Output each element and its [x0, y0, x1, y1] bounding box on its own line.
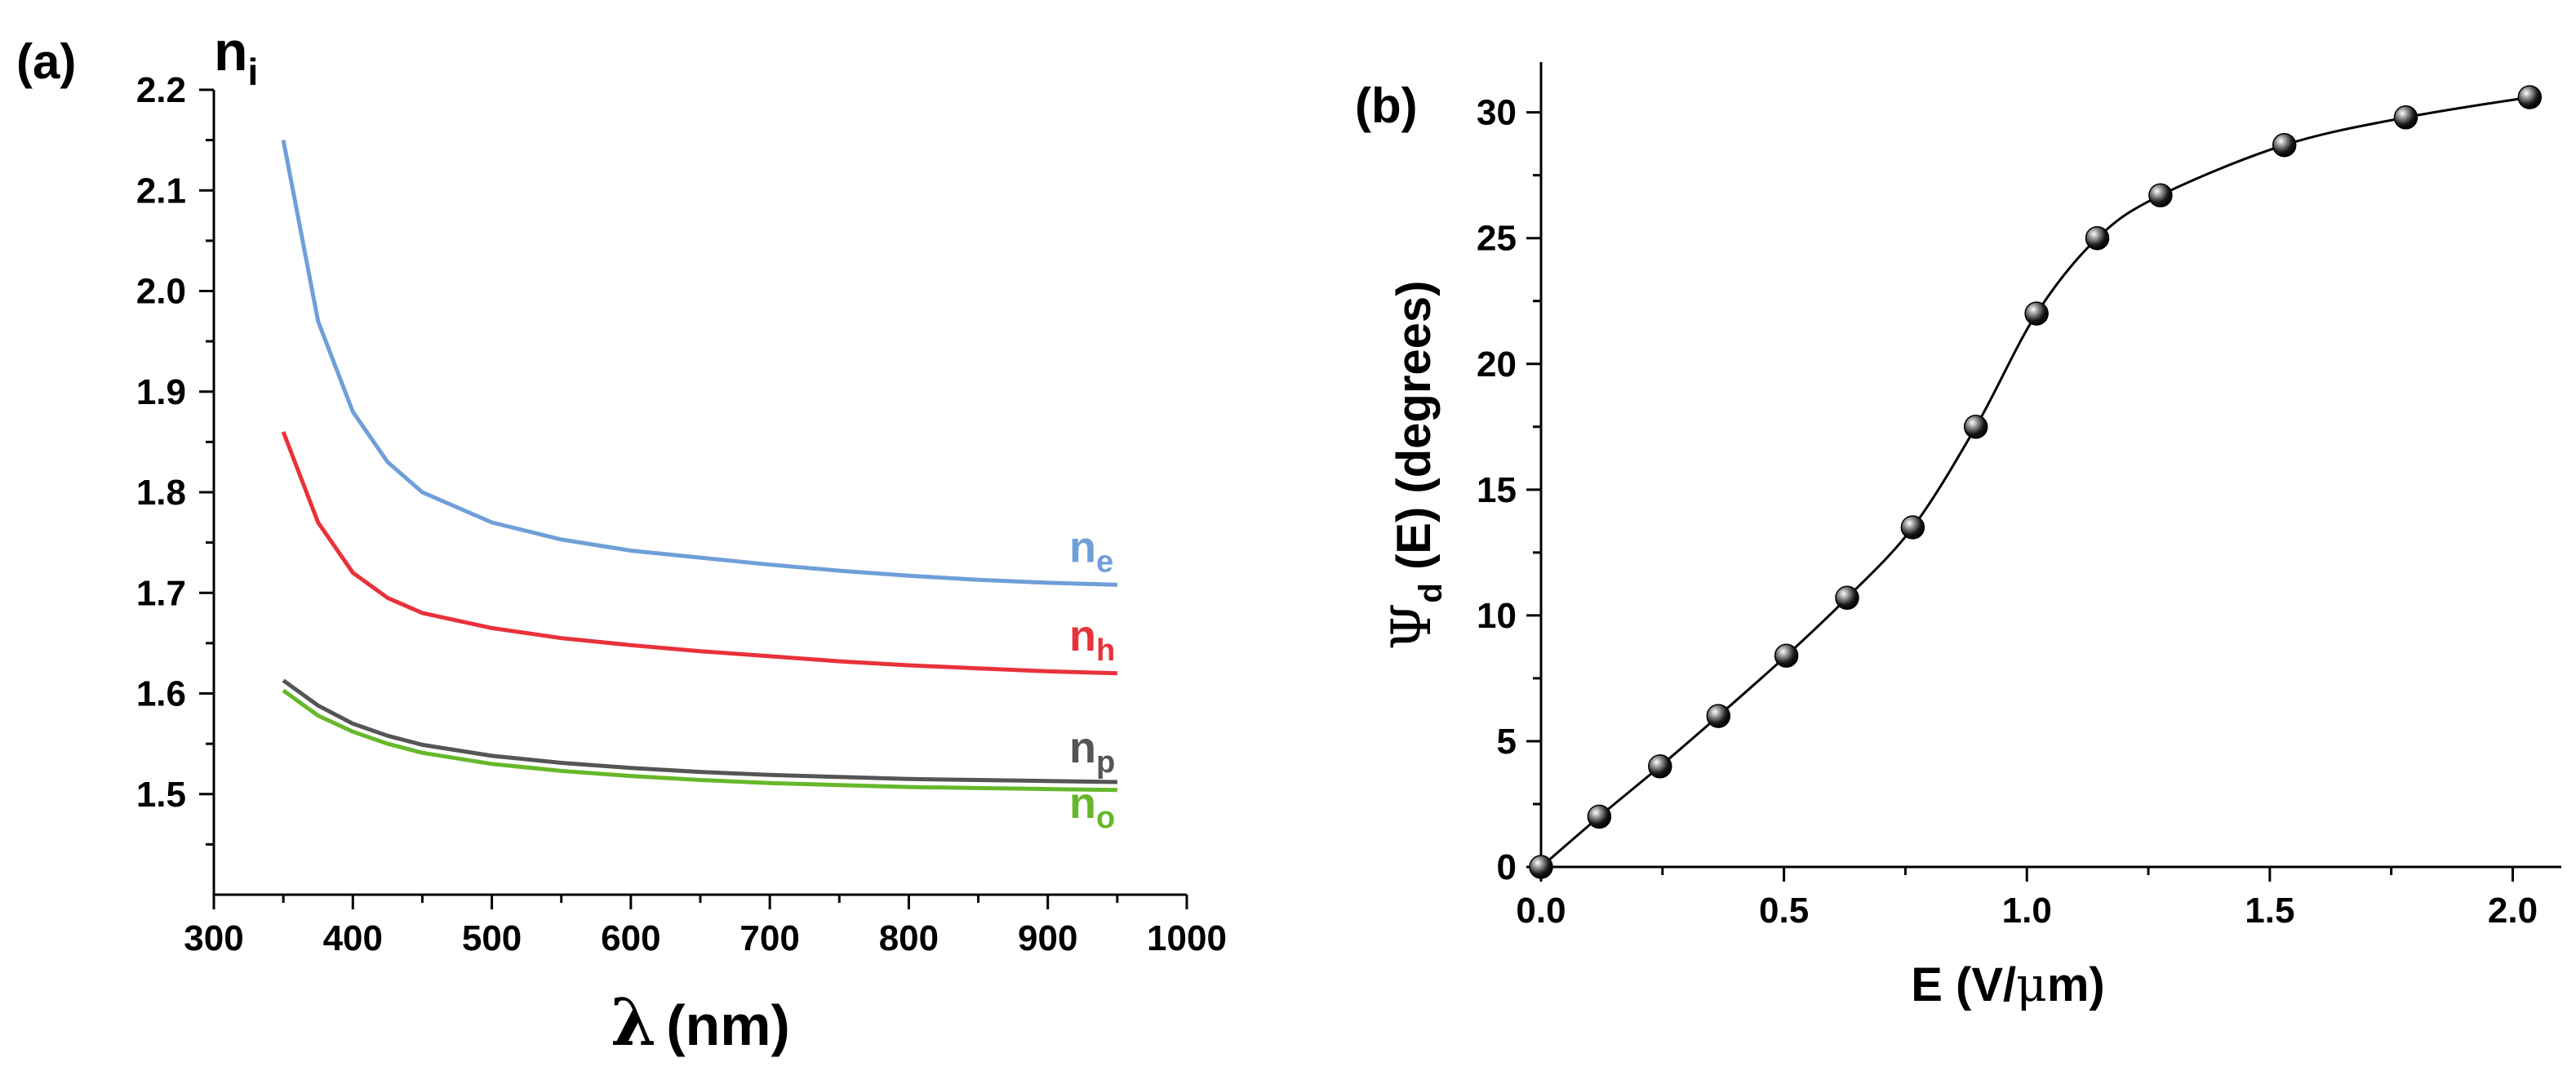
- y-tick-label: 1.6: [136, 674, 186, 714]
- panel-a: (a) ni 300 400 500 600 700 800 900 10001.51.61.…: [16, 20, 1227, 1060]
- x-tick-label: 2.0: [2488, 891, 2538, 931]
- panel-b-ticks: 0.0 0.5 1.0 1.5 2.0 0 5 10 15 20 25 30: [1477, 93, 2538, 931]
- y-tick-label: 2.0: [136, 272, 186, 312]
- y-title-main: n: [214, 20, 248, 82]
- panel-b-label: (b): [1355, 78, 1418, 133]
- data-point: [1900, 515, 1925, 540]
- data-point: [2393, 105, 2418, 130]
- data-point: [1706, 704, 1731, 728]
- series-label-nh: nh: [1069, 611, 1115, 668]
- data-point: [1963, 415, 1988, 439]
- panel-a-x-axis-title: λ (nm): [611, 984, 790, 1060]
- y-tick-label: 2.1: [136, 171, 186, 211]
- x-tick-label: 1.0: [2002, 891, 2052, 931]
- fit-curve: [1540, 96, 2530, 869]
- data-point: [1835, 585, 1859, 611]
- panel-a-label: (a): [16, 34, 76, 89]
- y-title-rest: (E) (degrees): [1388, 281, 1441, 584]
- y-tick-label: 2.2: [136, 70, 186, 110]
- y-tick-label: 0: [1497, 847, 1517, 887]
- y-tick-label: 25: [1477, 219, 1517, 259]
- y-tick-label: 1.7: [136, 573, 186, 613]
- y-tick-label: 1.9: [136, 372, 186, 412]
- x-tick-label: 0.5: [1759, 891, 1809, 931]
- y-tick-label: 20: [1477, 344, 1517, 384]
- x-title-symbol: λ: [611, 984, 656, 1060]
- x-tick-label: 800: [879, 918, 939, 958]
- series-line-nh: [281, 431, 1117, 676]
- series-label-main: n: [1069, 779, 1096, 828]
- series-label-ne: ne: [1069, 522, 1113, 579]
- y-tick-label: 1.5: [136, 775, 186, 815]
- data-point: [1648, 754, 1672, 779]
- data-point: [1587, 804, 1612, 829]
- panel-a-y-axis-title: ni: [214, 20, 258, 93]
- x-tick-label: 900: [1018, 918, 1077, 958]
- panel-b-x-axis-title: E (V/μm): [1911, 957, 2105, 1012]
- series-label-no: no: [1069, 779, 1115, 835]
- x-tick-label: 700: [739, 918, 799, 958]
- x-tick-label: 1000: [1147, 918, 1227, 958]
- y-tick-label: 1.8: [136, 473, 186, 513]
- panel-b-plot-area: [1529, 85, 2543, 879]
- y-title-sub: d: [1413, 583, 1449, 602]
- data-point: [1529, 855, 1553, 879]
- x-title-main: E (V/: [1911, 958, 2016, 1011]
- series-label-sub: e: [1096, 544, 1113, 579]
- y-title-symbol: Ψ: [1380, 603, 1443, 651]
- y-title-sub: i: [248, 51, 259, 93]
- panel-a-ticks: 300 400 500 600 700 800 900 1000 1.5 1.6 1.7 1.8 1.9…: [136, 70, 1227, 958]
- data-point: [2085, 225, 2110, 251]
- x-tick-label: 0.0: [1516, 891, 1566, 931]
- series-label-sub: o: [1096, 801, 1115, 835]
- data-point: [2024, 301, 2049, 326]
- series-label-np: np: [1069, 723, 1115, 780]
- panel-b-axes: [1539, 62, 2561, 869]
- panel-b: (b) 0.0 0.5 1.0 1.5 2.0 0 5 10 15 20 25 30 Ψd (E) (…: [1355, 62, 2561, 1012]
- panel-a-plot-area: [281, 140, 1117, 793]
- y-tick-label: 15: [1477, 470, 1517, 510]
- x-title-unit: (nm): [666, 993, 790, 1057]
- y-tick-label: 10: [1477, 596, 1517, 636]
- data-point: [2272, 132, 2297, 158]
- panel-b-y-axis-title: Ψd (E) (degrees): [1380, 281, 1449, 651]
- series-line-np: [282, 678, 1117, 784]
- series-line-no: [282, 688, 1117, 793]
- data-point: [2517, 85, 2543, 109]
- x-tick-label: 600: [601, 918, 660, 958]
- x-title-end: m): [2047, 958, 2105, 1011]
- x-title-mu: μ: [2016, 957, 2047, 1012]
- x-tick-label: 500: [462, 918, 522, 958]
- data-point: [1774, 643, 1799, 668]
- data-point: [2148, 183, 2173, 208]
- y-tick-label: 5: [1497, 722, 1517, 762]
- y-tick-label: 30: [1477, 93, 1517, 133]
- series-line-ne: [281, 140, 1117, 587]
- series-label-main: n: [1069, 611, 1096, 660]
- x-tick-label: 400: [323, 918, 383, 958]
- series-label-main: n: [1069, 522, 1096, 571]
- x-tick-label: 300: [184, 918, 243, 958]
- series-label-sub: h: [1096, 633, 1115, 668]
- x-tick-label: 1.5: [2245, 891, 2294, 931]
- series-label-main: n: [1069, 723, 1096, 772]
- series-label-sub: p: [1096, 745, 1115, 780]
